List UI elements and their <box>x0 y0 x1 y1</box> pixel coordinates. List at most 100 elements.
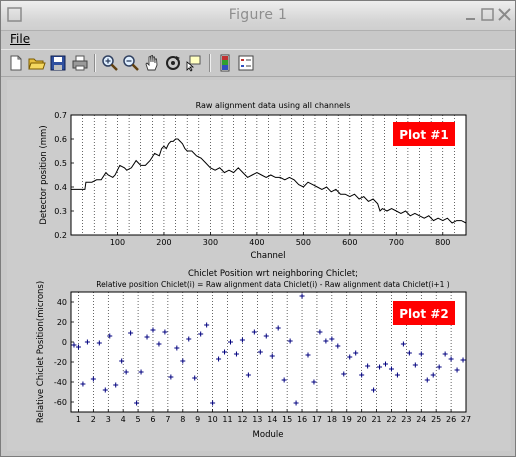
plot2-xtick-label: 7 <box>165 415 170 424</box>
save-icon[interactable] <box>49 54 67 72</box>
plot2-data-point <box>192 375 198 381</box>
plot1-xtick-label: 100 <box>110 238 125 247</box>
plot2-data-point <box>239 337 245 343</box>
plot2-badge-text: Plot #2 <box>399 307 448 321</box>
plot2-xtick-label: 6 <box>150 415 155 424</box>
plot2-data-point <box>198 331 204 337</box>
plot2-ytick-label: 40 <box>57 298 67 307</box>
plot2-data-point <box>442 351 448 357</box>
plot1-xtick-label: 400 <box>249 238 264 247</box>
plot2-markers <box>71 293 466 406</box>
colorbar-icon[interactable] <box>216 54 234 72</box>
zoom-out-icon[interactable] <box>122 54 140 72</box>
plot2-data-point <box>119 358 125 364</box>
maximize-icon[interactable] <box>480 7 495 22</box>
plot2-data-point <box>383 361 389 367</box>
plot2-data-point <box>138 369 144 375</box>
plot2-data-point <box>293 400 299 406</box>
data-cursor-icon[interactable] <box>185 54 203 72</box>
plot2-data-point <box>281 377 287 383</box>
plot2-data-point <box>412 362 418 368</box>
plot2-data-point <box>162 329 168 335</box>
plot2-data-point <box>123 369 129 375</box>
plot2-xtick-label: 16 <box>297 415 307 424</box>
plot1-xtick-label: 600 <box>342 238 357 247</box>
plot1-xtick-label: 300 <box>203 238 218 247</box>
plot2-data-point <box>335 343 341 349</box>
plot2-data-point <box>75 344 81 350</box>
legend-icon[interactable] <box>237 54 255 72</box>
new-file-icon[interactable] <box>7 54 25 72</box>
plot2-data-point <box>377 364 383 370</box>
figure-svg: Raw alignment data using all channels 10… <box>36 101 471 440</box>
menu-bar: File <box>1 30 515 49</box>
plot2-data-point <box>222 349 228 355</box>
plot2-data-point <box>394 372 400 378</box>
plot2-data-point <box>134 400 140 406</box>
plot2-xtick-label: 21 <box>371 415 381 424</box>
plot1-series-line <box>71 138 467 224</box>
plot2-data-point <box>210 400 216 406</box>
plot2-data-point <box>156 341 162 347</box>
plot2-xtick-label: 27 <box>461 415 471 424</box>
close-icon[interactable] <box>497 7 512 22</box>
plot2-xtick-label: 17 <box>312 415 322 424</box>
plot2-data-point <box>436 364 442 370</box>
plot2-data-point <box>311 379 317 385</box>
plot1-xtick-label: 200 <box>156 238 171 247</box>
plot2-xtick-label: 14 <box>267 415 277 424</box>
title-bar[interactable]: Figure 1 <box>1 1 515 31</box>
plot1-ytick-label: 0.4 <box>54 183 67 192</box>
plot2-xtick-label: 5 <box>136 415 141 424</box>
plot2-data-point <box>269 353 275 359</box>
plot2-data-point <box>388 366 394 372</box>
plot1-xtick-label: 700 <box>389 238 404 247</box>
plot2-data-point <box>96 340 102 346</box>
plot2-data-point <box>353 350 359 356</box>
plot2-data-point <box>400 341 406 347</box>
plot2-data-point <box>107 333 113 339</box>
plot2-data-point <box>323 338 329 344</box>
plot2-ytick-label: -60 <box>54 398 67 407</box>
plot2-xtick-label: 9 <box>195 415 200 424</box>
plot2-data-point <box>299 293 305 299</box>
plot2-xtick-label: 2 <box>91 415 96 424</box>
plot2-data-point <box>71 342 77 348</box>
plot2-data-point <box>168 374 174 380</box>
plot1-ytick-label: 0.7 <box>54 111 67 120</box>
plot1-xtick-label: 500 <box>296 238 311 247</box>
zoom-in-icon[interactable] <box>101 54 119 72</box>
plot2-data-point <box>275 325 281 331</box>
plot2-data-point <box>305 352 311 358</box>
plot2-data-point <box>102 387 108 393</box>
plot1-ytick-label: 0.3 <box>54 207 67 216</box>
menu-file[interactable]: File <box>10 32 31 46</box>
plot2-data-point <box>418 351 424 357</box>
plot2-data-point <box>263 333 269 339</box>
rotate-3d-icon[interactable] <box>164 54 182 72</box>
plot2-ytick-label: -20 <box>54 358 67 367</box>
plot2-xtick-label: 25 <box>431 415 441 424</box>
plot2-data-point <box>186 336 192 342</box>
figure-canvas: Raw alignment data using all channels 10… <box>7 80 511 451</box>
plot2-xtick-label: 24 <box>416 415 426 424</box>
plot2-xtick-label: 15 <box>282 415 292 424</box>
print-icon[interactable] <box>71 54 89 72</box>
plot2-data-point <box>150 327 156 333</box>
minimize-icon[interactable] <box>463 7 478 22</box>
window-menu-icon[interactable] <box>7 7 22 22</box>
plot2-data-point <box>233 351 239 357</box>
plot2-data-point <box>448 356 454 362</box>
plot2-grid <box>78 292 467 412</box>
open-folder-icon[interactable] <box>28 54 46 72</box>
plot2-xtick-label: 3 <box>106 415 111 424</box>
plot2-xtick-label: 1 <box>76 415 81 424</box>
plot2-xtick-label: 20 <box>357 415 367 424</box>
plot1-xtick-label: 800 <box>435 238 450 247</box>
plot1-xlabel: Channel <box>251 251 286 261</box>
window-title: Figure 1 <box>228 7 288 23</box>
pan-hand-icon[interactable] <box>143 54 161 72</box>
plot2-data-point <box>251 329 257 335</box>
plot2-data-point <box>454 367 460 373</box>
